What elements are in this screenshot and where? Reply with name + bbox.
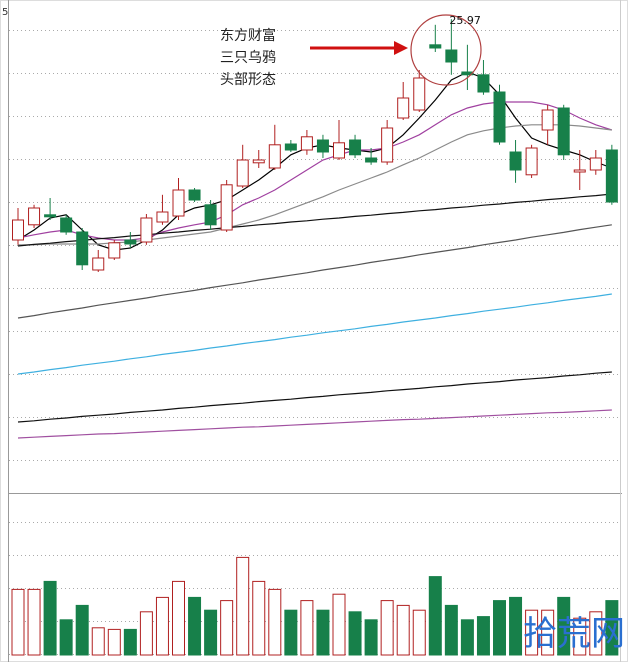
- volume-bar: [172, 580, 185, 656]
- candle-body: [76, 231, 89, 266]
- candle-body: [268, 144, 281, 169]
- annotation: 三只乌鸦: [220, 49, 276, 66]
- candle-body: [461, 71, 474, 76]
- volume-bar: [316, 609, 330, 656]
- volume-bars: [11, 556, 619, 656]
- candles: [12, 19, 618, 272]
- candle-body: [525, 147, 538, 176]
- volume-bar: [252, 580, 266, 656]
- candle-body: [541, 109, 554, 131]
- volume-bar: [396, 604, 410, 656]
- volume-bar: [139, 611, 153, 656]
- volume-bar: [188, 596, 202, 656]
- volume-bar: [412, 609, 426, 656]
- ma-line: [17, 409, 612, 439]
- volume-bar: [364, 619, 378, 656]
- volume-bar: [155, 596, 169, 656]
- volume-bar: [348, 611, 362, 656]
- volume-bar: [268, 588, 282, 656]
- candle-body: [445, 49, 458, 63]
- annotation: 头部形态: [220, 72, 276, 88]
- volume-bar: [123, 628, 137, 656]
- volume-bar: [11, 588, 25, 656]
- candle-body: [477, 74, 490, 93]
- candle-body: [172, 189, 185, 217]
- candle-body: [12, 219, 24, 241]
- ma-line: [17, 293, 612, 375]
- ma-line: [17, 371, 612, 423]
- candle-body: [252, 159, 265, 164]
- volume-bar: [428, 576, 442, 656]
- watermark: 拾荒网: [523, 614, 625, 654]
- candle-body: [573, 169, 586, 173]
- moving-averages: [17, 71, 613, 439]
- candle-body: [333, 142, 345, 159]
- volume-bar: [107, 628, 121, 656]
- candle-body: [124, 239, 137, 245]
- candle-body: [413, 77, 426, 111]
- candle-body: [140, 217, 153, 243]
- candle-body: [188, 189, 201, 201]
- candle-body: [349, 139, 362, 156]
- ma-line: [17, 101, 613, 241]
- ma-line: [17, 193, 612, 247]
- candle-body: [365, 157, 378, 163]
- candle-body: [493, 91, 506, 143]
- volume-bar: [573, 617, 587, 656]
- candle-body: [236, 159, 249, 187]
- candle-body: [397, 97, 410, 119]
- candle-body: [509, 151, 522, 171]
- candle-body: [300, 136, 313, 151]
- volume-bar: [509, 596, 523, 656]
- candle-body: [92, 257, 105, 271]
- candle-body: [28, 207, 41, 226]
- candle-body: [44, 214, 57, 218]
- volume-bar: [75, 604, 89, 656]
- volume-bar: [284, 609, 298, 656]
- volume-bar: [557, 596, 571, 656]
- volume-bar: [541, 609, 555, 656]
- volume-bar: [300, 600, 314, 656]
- volume-bar: [27, 588, 41, 656]
- candle-body: [381, 127, 394, 163]
- volume-bar: [605, 600, 619, 656]
- arrow-head: [394, 41, 408, 55]
- candle-body: [220, 184, 233, 231]
- volume-bar: [220, 600, 234, 656]
- highlight-circle: [410, 14, 482, 86]
- volume-bar: [380, 600, 394, 656]
- volume-bar: [493, 600, 506, 656]
- candle-body: [316, 139, 329, 153]
- volume-bar: [332, 593, 346, 656]
- volume-bar: [444, 604, 458, 656]
- volume-bar: [91, 627, 105, 656]
- candle-body: [60, 217, 73, 233]
- corner-label: 5: [2, 7, 8, 18]
- volume-bar: [43, 580, 57, 656]
- candle-body: [605, 149, 618, 203]
- candle-body: [284, 143, 297, 151]
- high-label: 25.97: [449, 14, 481, 27]
- volume-bar: [204, 609, 218, 656]
- annotation: 东方财富: [220, 27, 276, 44]
- volume-bar: [589, 611, 603, 656]
- volume-bar: [525, 609, 539, 656]
- candle-body: [156, 211, 169, 223]
- ma-line: [17, 224, 612, 319]
- volume-bar: [460, 619, 474, 656]
- candle-body: [589, 157, 602, 171]
- candle-body: [557, 107, 570, 156]
- volume-bar: [476, 616, 490, 656]
- volume-bar: [236, 556, 250, 656]
- volume-bar: [59, 619, 73, 656]
- candle-body: [204, 204, 217, 226]
- candle-body: [429, 44, 442, 49]
- candle-body: [108, 242, 121, 259]
